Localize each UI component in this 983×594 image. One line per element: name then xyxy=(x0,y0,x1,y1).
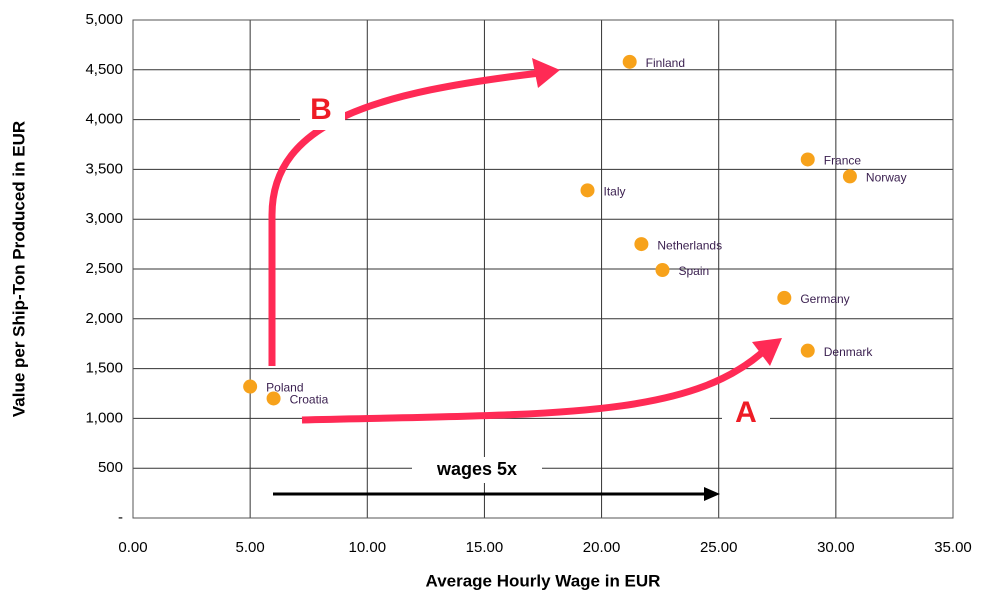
arrow-a xyxy=(301,347,768,424)
y-tick-label: - xyxy=(118,509,123,526)
annotation: wages 5x xyxy=(436,459,517,479)
label-bg xyxy=(412,457,542,483)
point-label: Norway xyxy=(866,171,907,185)
x-tick-label: 30.00 xyxy=(817,539,855,556)
x-tick-label: 15.00 xyxy=(466,539,504,556)
point-label: Germany xyxy=(800,292,849,306)
x-tick-label: 35.00 xyxy=(934,539,972,556)
annotation: B xyxy=(310,93,332,126)
point xyxy=(800,152,815,167)
point xyxy=(634,237,649,252)
arrowhead-a xyxy=(752,338,782,366)
y-tick-label: 2,000 xyxy=(85,310,123,327)
grid xyxy=(132,19,954,519)
y-tick-label: 4,500 xyxy=(85,61,123,78)
point-label: Finland xyxy=(646,56,685,70)
plot-frame xyxy=(132,19,954,519)
point xyxy=(800,343,815,358)
point xyxy=(777,290,792,305)
point-label: Croatia xyxy=(290,393,329,407)
x-tick-label: 10.00 xyxy=(349,539,387,556)
point-label: Spain xyxy=(678,264,709,278)
y-tick-label: 2,500 xyxy=(85,260,123,277)
y-tick-label: 5,000 xyxy=(85,11,123,28)
y-tick-label: 1,500 xyxy=(85,360,123,377)
x-tick-label: 20.00 xyxy=(583,539,621,556)
x-tick-label: 25.00 xyxy=(700,539,738,556)
point xyxy=(243,379,258,394)
wage-arrowhead xyxy=(704,487,720,501)
annotation: A xyxy=(735,396,757,429)
point-label: Denmark xyxy=(824,345,874,359)
x-axis-title: Average Hourly Wage in EUR xyxy=(426,571,661,590)
y-tick-label: 500 xyxy=(98,459,123,476)
arrowhead-b xyxy=(532,58,560,88)
y-tick-label: 1,000 xyxy=(85,409,123,426)
point xyxy=(580,183,595,198)
label-bg xyxy=(300,90,345,130)
point-label: Poland xyxy=(266,381,303,395)
y-tick-label: 3,000 xyxy=(85,210,123,227)
point xyxy=(266,391,281,406)
point xyxy=(842,169,857,184)
x-tick-label: 5.00 xyxy=(236,539,265,556)
y-axis-title: Value per Ship-Ton Produced in EUR xyxy=(9,121,28,417)
point xyxy=(655,262,670,277)
x-tick-label: 0.00 xyxy=(118,539,147,556)
label-bg xyxy=(722,393,770,433)
point-label: France xyxy=(824,154,862,168)
point xyxy=(622,54,637,69)
point-label: Italy xyxy=(604,184,626,198)
y-tick-label: 3,500 xyxy=(85,160,123,177)
point-label: Netherlands xyxy=(657,238,722,252)
y-tick-label: 4,000 xyxy=(85,111,123,128)
